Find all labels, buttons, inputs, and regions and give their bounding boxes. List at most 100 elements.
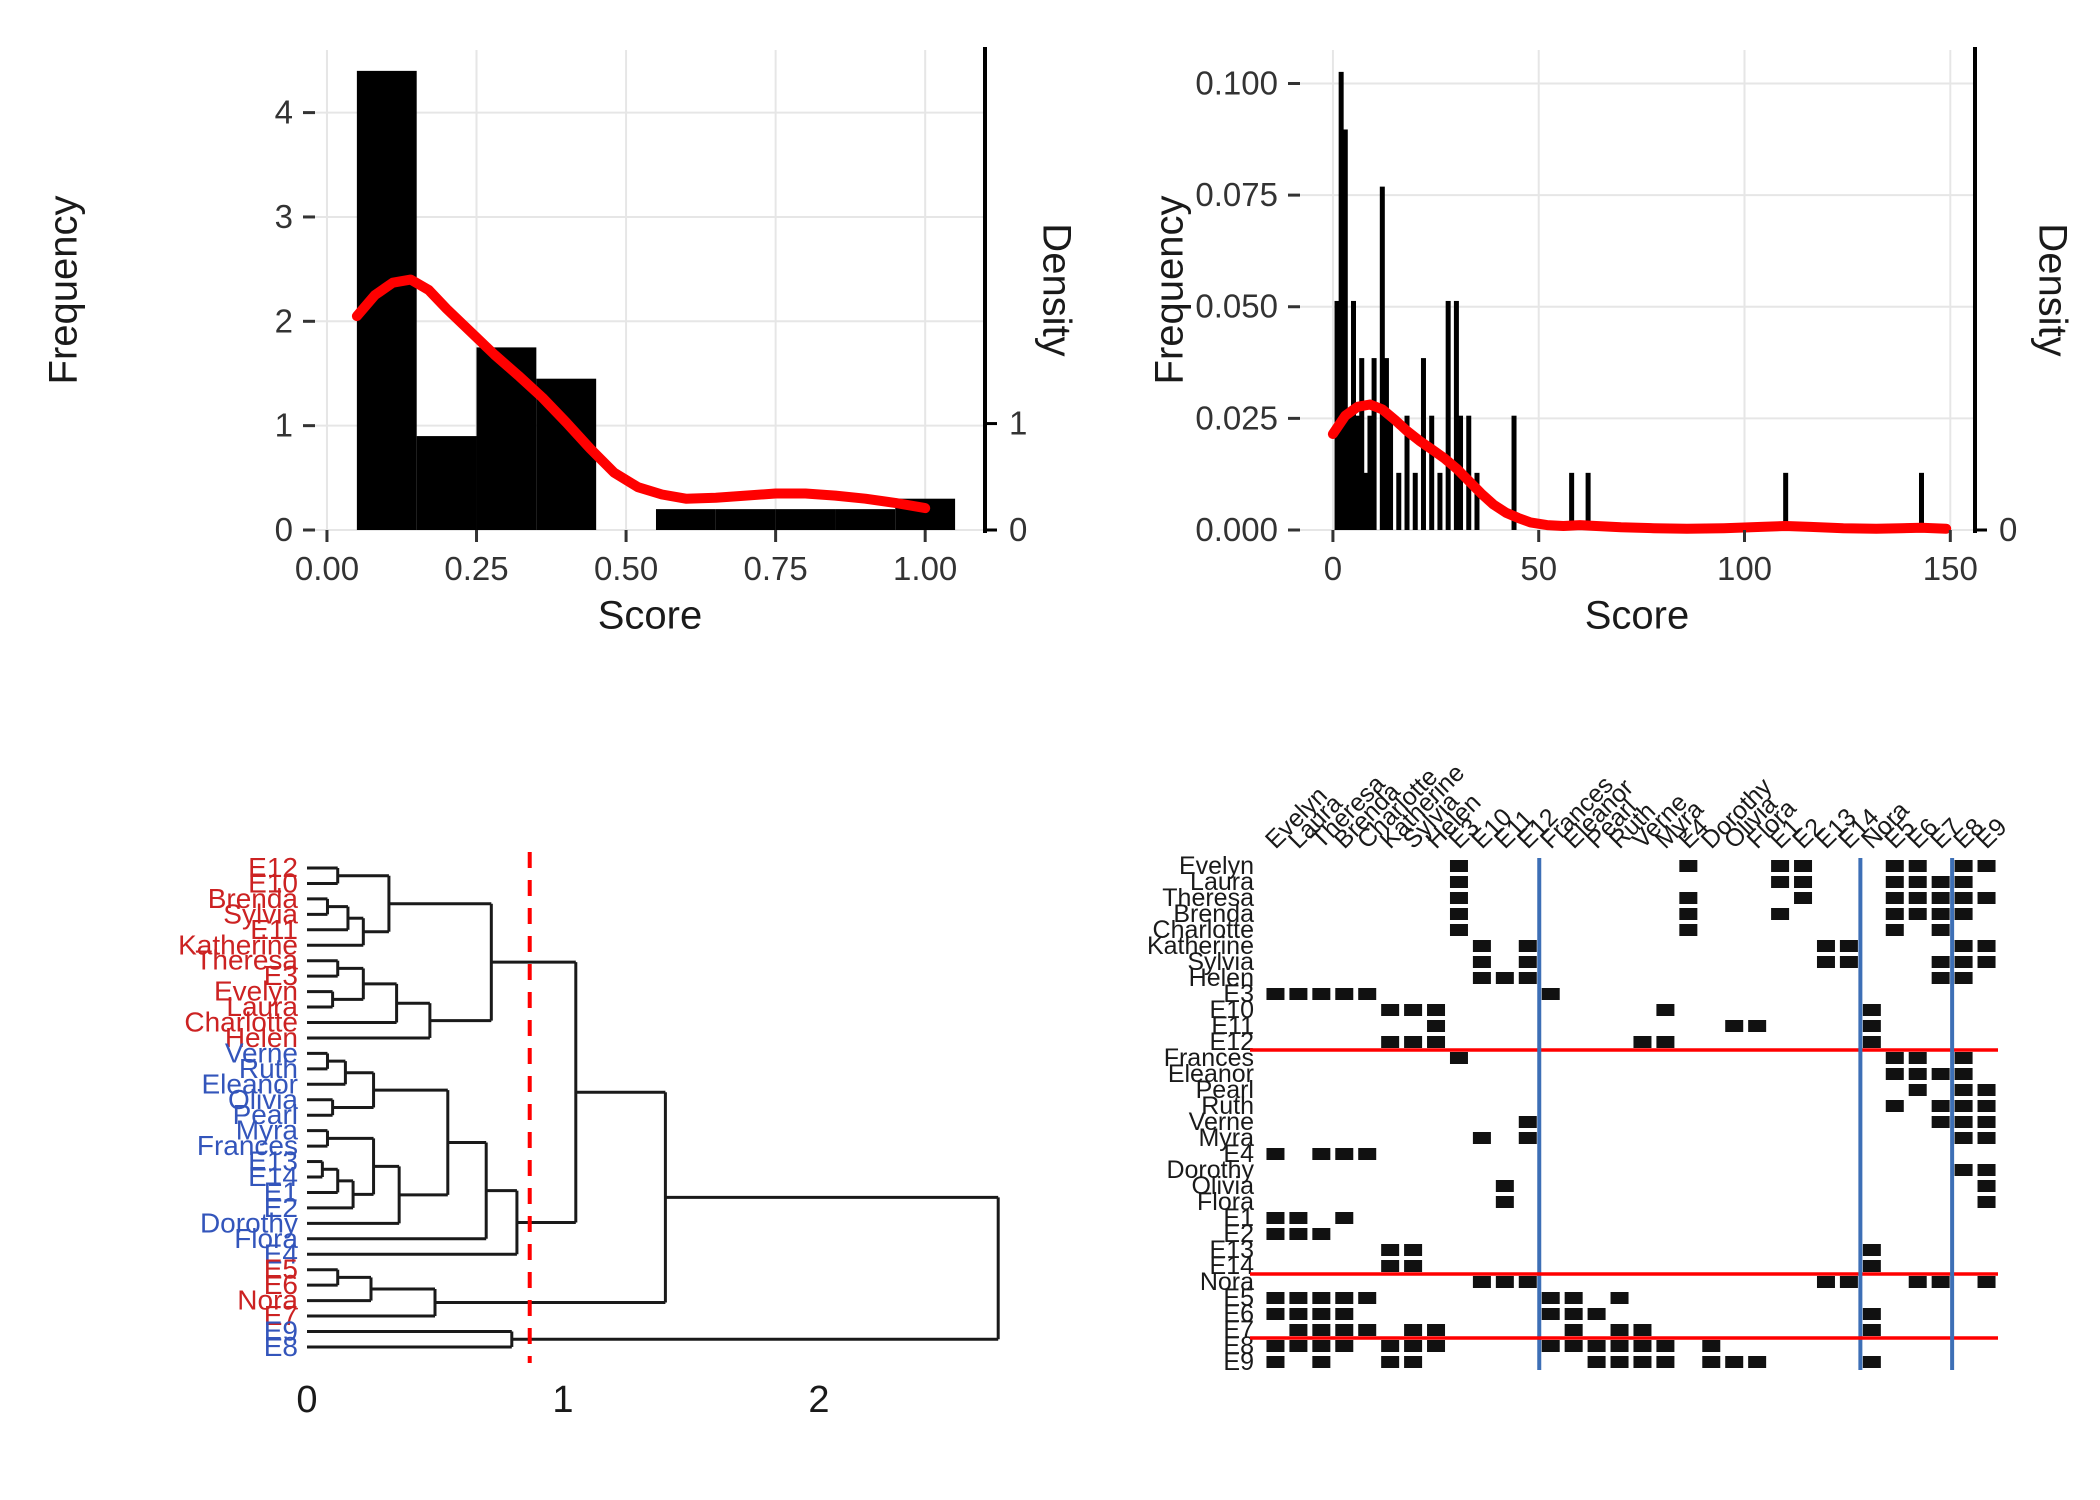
- matrix-cell: [1862, 1020, 1881, 1032]
- matrix-row-label: Helen: [1189, 964, 1254, 992]
- matrix-cell: [1518, 1132, 1537, 1144]
- dendro-leaf-label: Dorothy: [200, 1207, 298, 1238]
- histogram-bar: [1511, 415, 1517, 530]
- matrix-cell: [1358, 988, 1377, 1000]
- matrix-cell: [1862, 1308, 1881, 1320]
- matrix-cell: [1427, 1020, 1446, 1032]
- matrix-cell: [1977, 1100, 1996, 1112]
- dendro-leaf-label: E7: [264, 1300, 298, 1331]
- hist-score-density-2: 0 50 100 150 0.000 0.025 0.050 0.075 0.100 0: [1195, 47, 2017, 587]
- matrix-row-label: Olivia: [1191, 1172, 1254, 1200]
- matrix-cell: [1954, 1084, 1973, 1096]
- histogram-bar: [1585, 472, 1591, 530]
- matrix-cell: [1404, 1004, 1423, 1016]
- dendro-leaf-label: E10: [248, 867, 298, 898]
- matrix-cell: [1449, 892, 1468, 904]
- hist-score-density-1: 0.00 0.25 0.50 0.75 1.00 0 1 2 3 4 0 1: [275, 47, 1027, 587]
- matrix-cell: [1885, 876, 1904, 888]
- matrix-cell: [1771, 876, 1790, 888]
- matrix-row-label: Evelyn: [1179, 852, 1254, 880]
- matrix-cell: [1472, 1132, 1491, 1144]
- matrix-cell: [1312, 1228, 1331, 1240]
- matrix-cell: [1679, 892, 1698, 904]
- right-tick-label: 0: [1999, 511, 2017, 548]
- matrix-row-label: Nora: [1200, 1268, 1254, 1296]
- histogram-bar: [1429, 415, 1435, 530]
- matrix-cell: [1289, 1308, 1308, 1320]
- dendro-axis-tick: 0: [296, 1379, 317, 1421]
- dendro-leaf-label: E11: [250, 914, 298, 945]
- right-tick-label: 1: [1009, 405, 1027, 442]
- dendro-leaf-label: Charlotte: [184, 1007, 298, 1038]
- matrix-cell: [1587, 1340, 1606, 1352]
- histogram-bar: [1404, 415, 1410, 530]
- matrix-cell: [1931, 972, 1950, 984]
- matrix-cell: [1404, 1340, 1423, 1352]
- histogram-bar: [1371, 358, 1377, 530]
- matrix-cell: [1472, 940, 1491, 952]
- matrix-cell: [1885, 908, 1904, 920]
- matrix-cell: [1541, 1308, 1560, 1320]
- matrix-cell: [1495, 972, 1514, 984]
- dendro-leaf-label: Helen: [225, 1022, 298, 1053]
- matrix-cell: [1289, 1324, 1308, 1336]
- histogram-bar: [655, 509, 716, 530]
- matrix-row-label: E11: [1211, 1012, 1254, 1040]
- matrix-row-label: Brenda: [1173, 900, 1254, 928]
- matrix-cell: [1725, 1020, 1744, 1032]
- x-tick-label: 0.50: [594, 550, 658, 587]
- matrix-cell: [1816, 956, 1835, 968]
- dendro-leaf-label: E14: [248, 1161, 298, 1192]
- matrix-cell: [1977, 1116, 1996, 1128]
- matrix-cell: [1885, 1052, 1904, 1064]
- histogram-bar: [1453, 300, 1459, 530]
- matrix-cell: [1449, 860, 1468, 872]
- matrix-cell: [1977, 956, 1996, 968]
- matrix-cell: [1931, 1068, 1950, 1080]
- dendro-leaf-label: E12: [248, 852, 298, 883]
- matrix-row-label: E7: [1223, 1316, 1254, 1344]
- matrix-cell: [1725, 1356, 1744, 1368]
- x-tick-label: 0.25: [444, 550, 508, 587]
- y-tick-label: 2: [275, 302, 293, 339]
- matrix-row-label: Dorothy: [1166, 1156, 1254, 1184]
- matrix-cell: [1885, 892, 1904, 904]
- matrix-cell: [1381, 1260, 1400, 1272]
- matrix-row-label: E13: [1210, 1236, 1254, 1264]
- matrix-cell: [1312, 1292, 1331, 1304]
- matrix-cell: [1449, 924, 1468, 936]
- matrix-cell: [1472, 956, 1491, 968]
- dendro-leaf-label: Evelyn: [214, 976, 298, 1007]
- matrix-cell: [1633, 1340, 1652, 1352]
- matrix-cell: [1564, 1340, 1583, 1352]
- y-tick-label: 0.000: [1195, 511, 1278, 548]
- matrix-cell: [1541, 988, 1560, 1000]
- matrix-cell: [1679, 924, 1698, 936]
- matrix-cell: [1931, 924, 1950, 936]
- histogram-bar: [416, 436, 477, 530]
- histogram-bar: [1466, 415, 1472, 530]
- matrix-cell: [1839, 956, 1858, 968]
- matrix-row-label: Myra: [1198, 1124, 1254, 1152]
- histogram-bar: [1412, 472, 1418, 530]
- matrix-cell: [1381, 1036, 1400, 1048]
- matrix-cell: [1610, 1292, 1629, 1304]
- matrix-cell: [1885, 924, 1904, 936]
- matrix-cell: [1266, 1212, 1285, 1224]
- matrix-cell: [1794, 860, 1813, 872]
- matrix-cell: [1656, 1036, 1675, 1048]
- dendro-leaf-label: Olivia: [228, 1084, 298, 1115]
- matrix-cell: [1289, 1228, 1308, 1240]
- matrix-cell: [1862, 1036, 1881, 1048]
- histogram-bar: [715, 509, 776, 530]
- matrix-cell: [1541, 1340, 1560, 1352]
- histogram-bar: [1783, 472, 1789, 530]
- matrix-cell: [1472, 972, 1491, 984]
- matrix-cell: [1885, 1100, 1904, 1112]
- histogram-bar: [1342, 129, 1348, 530]
- matrix-row-label: E9: [1223, 1348, 1254, 1376]
- dendro-leaf-label: E6: [264, 1269, 298, 1300]
- histogram-bar: [835, 509, 896, 530]
- matrix-cell: [1518, 940, 1537, 952]
- y-tick-label: 0.050: [1195, 288, 1278, 325]
